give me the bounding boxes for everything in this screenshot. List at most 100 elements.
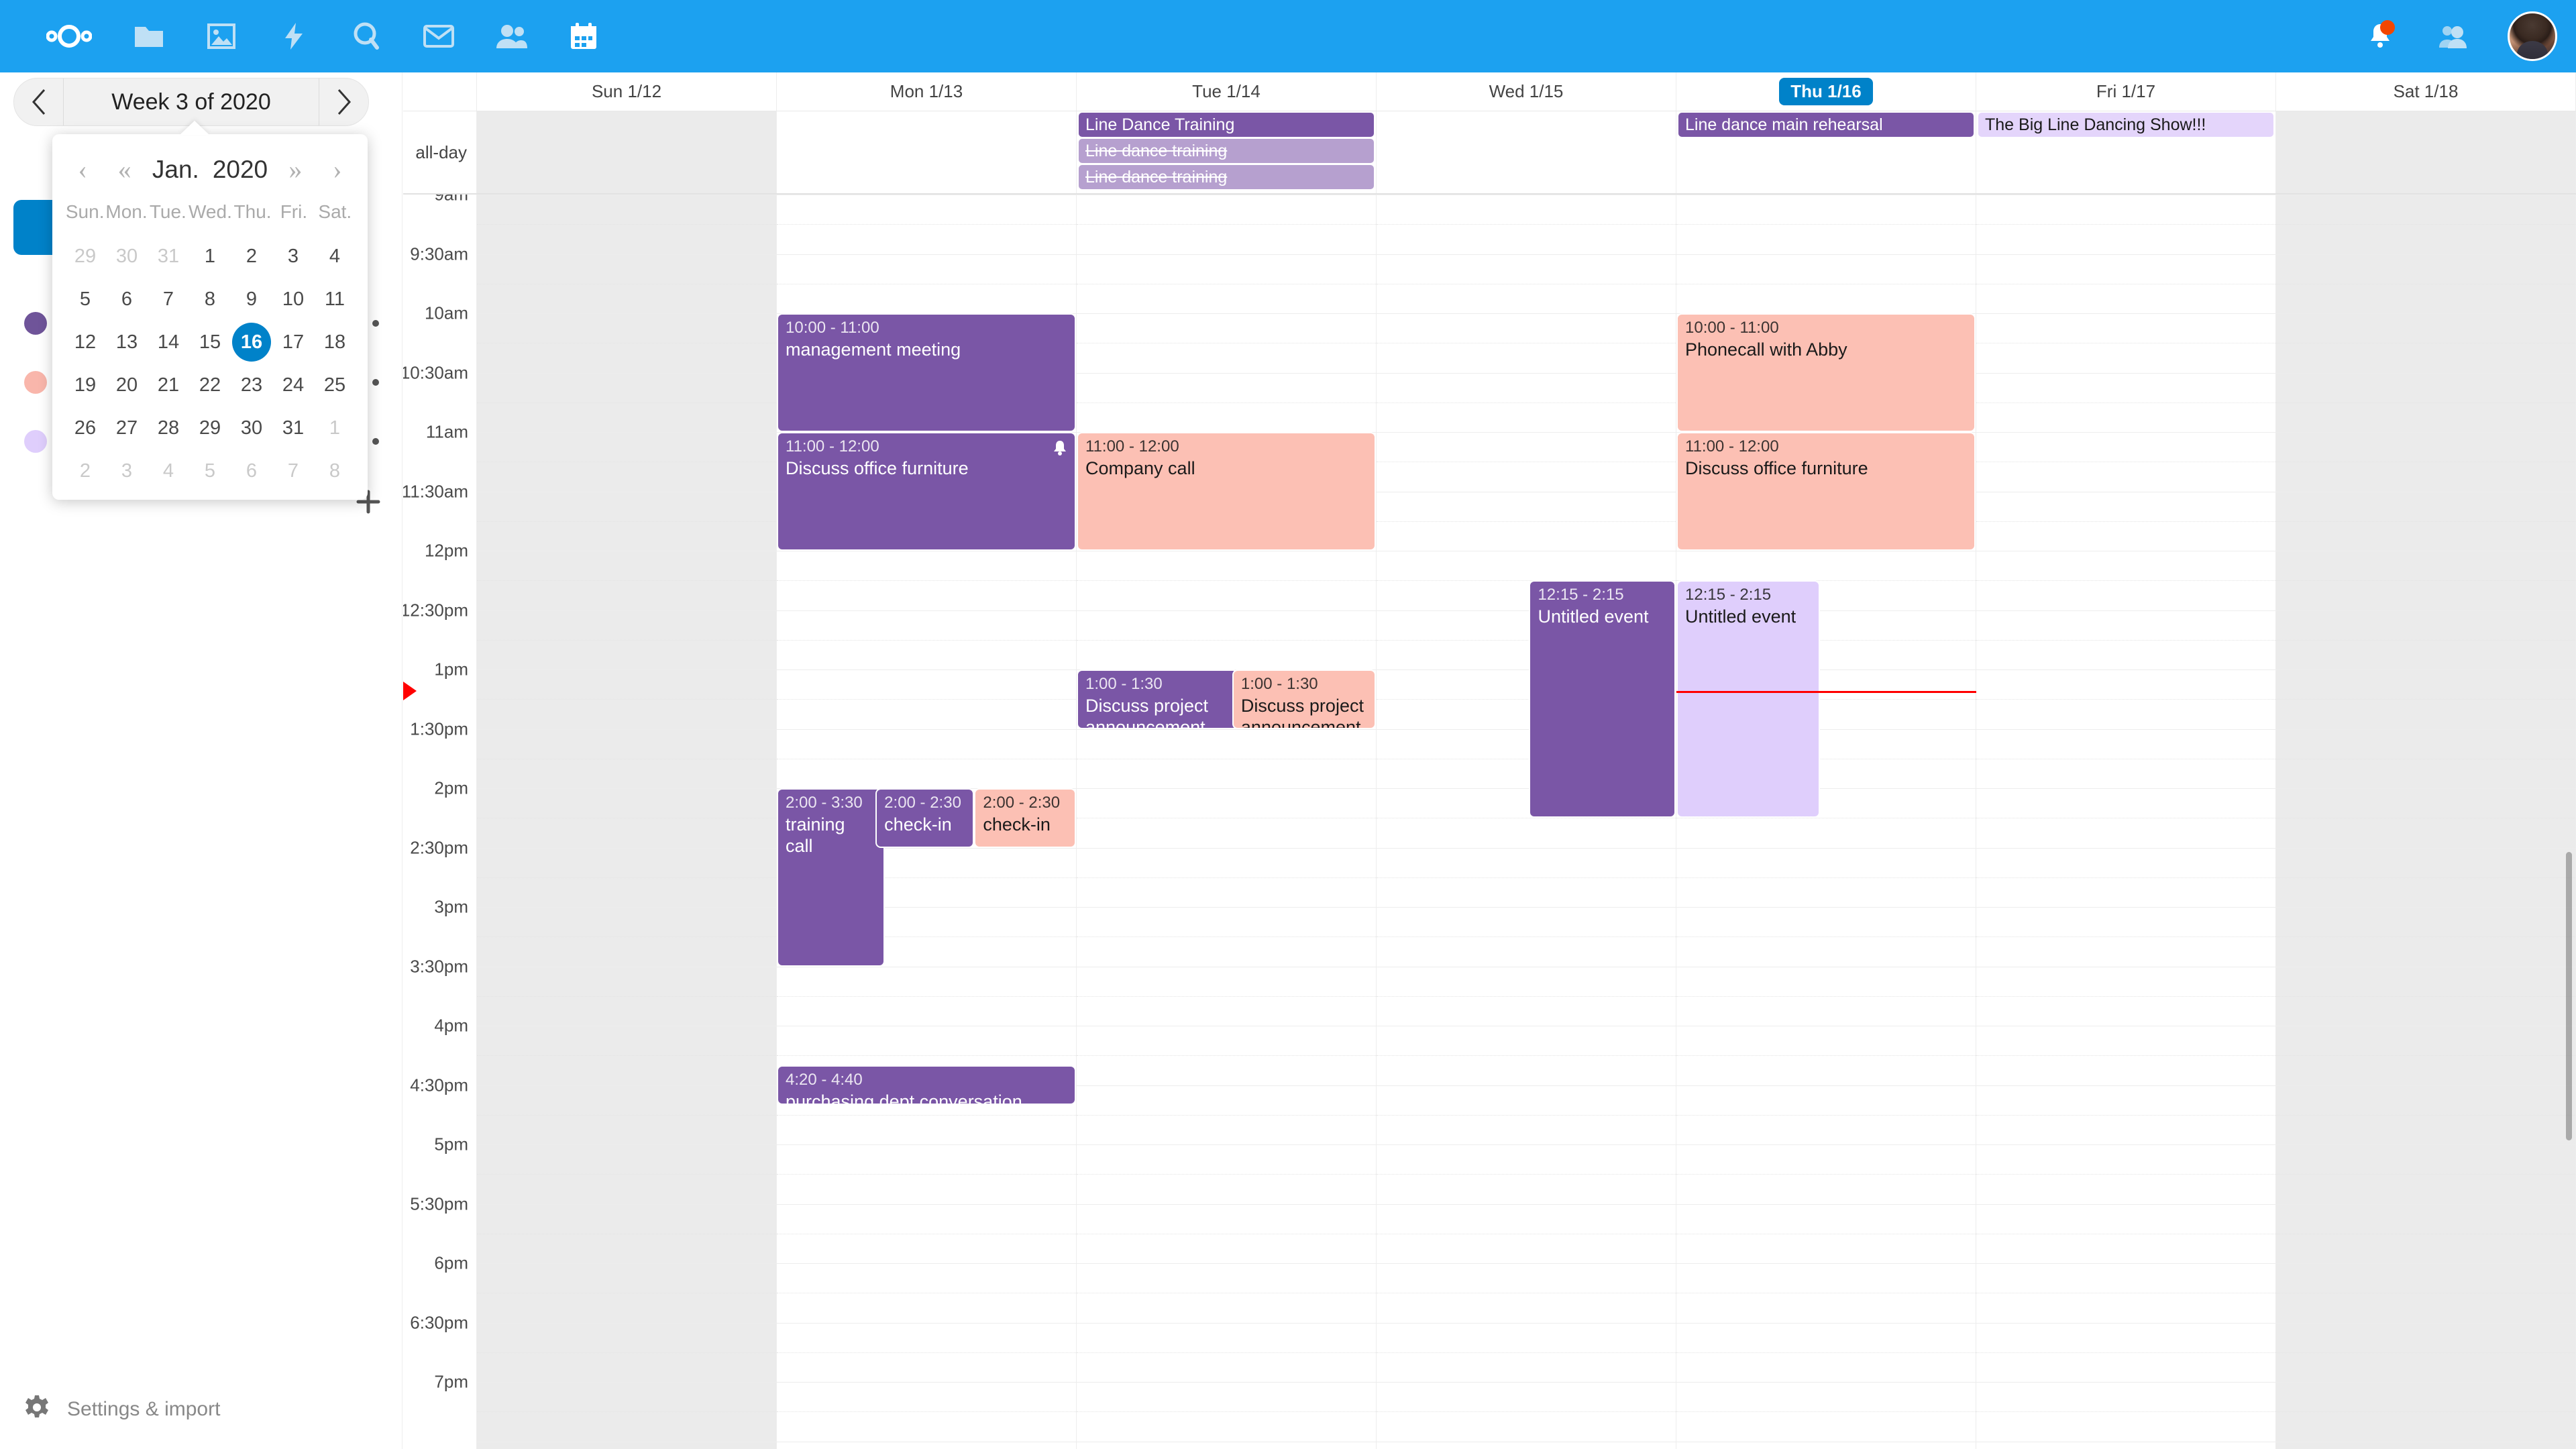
- day-column-4[interactable]: 12:15 - 2:15 Untitled event 10:00 - 11:00 P…: [1676, 195, 1976, 1449]
- date-picker-year[interactable]: 2020: [212, 156, 268, 183]
- date-picker-day[interactable]: 2: [246, 245, 258, 267]
- date-picker-day[interactable]: 7: [287, 460, 299, 482]
- day-header-1[interactable]: Mon 1/13: [777, 72, 1077, 111]
- date-picker-day[interactable]: 9: [246, 288, 258, 310]
- date-picker-day[interactable]: 27: [115, 417, 138, 439]
- date-picker-day[interactable]: 11: [324, 288, 345, 310]
- date-picker-day[interactable]: 20: [115, 374, 138, 396]
- day-column-1[interactable]: 10:00 - 11:00 management meeting 11:00 - 1…: [777, 195, 1077, 1449]
- calendar-event[interactable]: 1:00 - 1:30 Discuss project announcement: [1232, 669, 1376, 729]
- date-picker-month[interactable]: Jan.: [152, 156, 199, 183]
- date-picker-day[interactable]: 7: [162, 288, 174, 310]
- activity-icon[interactable]: [258, 0, 330, 72]
- files-icon[interactable]: [113, 0, 185, 72]
- date-picker-day[interactable]: 31: [157, 245, 180, 267]
- prev-year-button[interactable]: «: [117, 154, 131, 184]
- time-grid-scroll-area[interactable]: 9am 9:30am 10am 10:30am 11am 11:30am 12pm 12:30…: [403, 195, 2576, 1449]
- day-header-0[interactable]: Sun 1/12: [477, 72, 777, 111]
- date-picker-day[interactable]: 4: [162, 460, 174, 482]
- day-header-6[interactable]: Sat 1/18: [2276, 72, 2576, 111]
- date-picker-day[interactable]: 6: [121, 288, 133, 310]
- date-picker-day[interactable]: 19: [74, 374, 97, 396]
- nextcloud-logo[interactable]: [25, 0, 113, 72]
- calendar-event[interactable]: 1:00 - 1:30 Discuss project announcement: [1077, 669, 1238, 729]
- date-picker-day[interactable]: 16: [231, 321, 272, 364]
- all-day-cell-1[interactable]: [777, 111, 1077, 193]
- day-header-3[interactable]: Wed 1/15: [1377, 72, 1676, 111]
- date-picker-day[interactable]: 18: [323, 331, 346, 353]
- date-picker-day[interactable]: 31: [282, 417, 305, 439]
- calendar-event[interactable]: 11:00 - 12:00 Discuss office furniture: [777, 432, 1076, 551]
- date-picker-day[interactable]: 1: [329, 417, 341, 439]
- date-picker-day[interactable]: 15: [199, 331, 221, 353]
- all-day-cell-6[interactable]: [2276, 111, 2576, 193]
- calendar-event[interactable]: 10:00 - 11:00 Phonecall with Abby: [1676, 313, 1976, 432]
- mail-icon[interactable]: [402, 0, 475, 72]
- all-day-cell-3[interactable]: [1377, 111, 1676, 193]
- date-picker-day[interactable]: 6: [246, 460, 258, 482]
- date-picker-day[interactable]: 10: [282, 288, 305, 310]
- date-picker-day[interactable]: 5: [79, 288, 91, 310]
- all-day-cell-0[interactable]: [477, 111, 777, 193]
- calendar-event[interactable]: 2:00 - 2:30 check-in: [974, 788, 1076, 848]
- all-day-event[interactable]: Line dance training: [1079, 165, 1374, 189]
- date-picker-day[interactable]: 8: [204, 288, 216, 310]
- date-picker-day[interactable]: 28: [157, 417, 180, 439]
- day-header-2[interactable]: Tue 1/14: [1077, 72, 1377, 111]
- day-header-5[interactable]: Fri 1/17: [1976, 72, 2276, 111]
- date-picker-day[interactable]: 3: [121, 460, 133, 482]
- calendar-event[interactable]: 2:00 - 2:30 check-in: [875, 788, 975, 848]
- date-picker-day[interactable]: 17: [282, 331, 305, 353]
- date-picker-day[interactable]: 12: [74, 331, 97, 353]
- day-column-5[interactable]: [1976, 195, 2276, 1449]
- day-column-3[interactable]: 12:15 - 2:15 Untitled event: [1377, 195, 1676, 1449]
- date-picker-day[interactable]: 22: [199, 374, 221, 396]
- date-picker-day[interactable]: 5: [204, 460, 216, 482]
- all-day-cell-4[interactable]: Line dance main rehearsal: [1676, 111, 1976, 193]
- day-column-2[interactable]: 11:00 - 12:00 Company call 1:00 - 1:30 Disc…: [1077, 195, 1377, 1449]
- calendar-event[interactable]: 2:00 - 3:30 training call: [777, 788, 885, 967]
- all-day-cell-2[interactable]: Line Dance Training Line dance training Li…: [1077, 111, 1377, 193]
- date-picker-day[interactable]: 25: [323, 374, 346, 396]
- date-picker-day[interactable]: 3: [287, 245, 299, 267]
- date-picker-day[interactable]: 24: [282, 374, 305, 396]
- calendar-event[interactable]: 11:00 - 12:00 Company call: [1077, 432, 1376, 551]
- day-column-0[interactable]: [477, 195, 777, 1449]
- photos-icon[interactable]: [185, 0, 258, 72]
- all-day-event[interactable]: Line dance main rehearsal: [1678, 113, 1974, 137]
- previous-week-button[interactable]: [14, 78, 64, 125]
- prev-month-button[interactable]: ‹: [78, 154, 87, 184]
- contacts-menu-icon[interactable]: [2416, 0, 2489, 72]
- calendar-event[interactable]: 12:15 - 2:15 Untitled event: [1676, 580, 1821, 818]
- date-picker-day[interactable]: 2: [79, 460, 91, 482]
- date-picker-day[interactable]: 4: [329, 245, 341, 267]
- notifications-icon[interactable]: [2344, 0, 2416, 72]
- date-picker-day[interactable]: 13: [115, 331, 138, 353]
- current-week-label[interactable]: Week 3 of 2020: [111, 89, 271, 115]
- contacts-icon[interactable]: [475, 0, 547, 72]
- date-picker-day[interactable]: 30: [115, 245, 138, 267]
- date-picker-day[interactable]: 14: [157, 331, 180, 353]
- date-picker-day[interactable]: 30: [240, 417, 263, 439]
- date-picker-day[interactable]: 1: [204, 245, 216, 267]
- next-week-button[interactable]: [319, 78, 368, 125]
- calendar-event[interactable]: 10:00 - 11:00 management meeting: [777, 313, 1076, 432]
- add-calendar-button[interactable]: [350, 483, 387, 521]
- date-picker-day[interactable]: 8: [329, 460, 341, 482]
- all-day-cell-5[interactable]: The Big Line Dancing Show!!!: [1976, 111, 2276, 193]
- calendar-event[interactable]: 4:20 - 4:40 purchasing dept conversation: [777, 1065, 1076, 1105]
- all-day-event[interactable]: Line dance training: [1079, 139, 1374, 163]
- search-icon[interactable]: [330, 0, 402, 72]
- avatar[interactable]: [2489, 0, 2576, 72]
- calendar-event[interactable]: 11:00 - 12:00 Discuss office furniture: [1676, 432, 1976, 551]
- date-picker-day[interactable]: 23: [240, 374, 263, 396]
- date-picker-day[interactable]: 21: [157, 374, 180, 396]
- date-picker-day[interactable]: 29: [74, 245, 97, 267]
- calendar-icon[interactable]: [547, 0, 620, 72]
- date-picker-day[interactable]: 29: [199, 417, 221, 439]
- all-day-event[interactable]: Line Dance Training: [1079, 113, 1374, 137]
- calendar-event[interactable]: 12:15 - 2:15 Untitled event: [1529, 580, 1676, 818]
- day-header-4[interactable]: Thu 1/16: [1676, 72, 1976, 111]
- all-day-event[interactable]: The Big Line Dancing Show!!!: [1978, 113, 2273, 137]
- next-year-button[interactable]: »: [288, 154, 303, 184]
